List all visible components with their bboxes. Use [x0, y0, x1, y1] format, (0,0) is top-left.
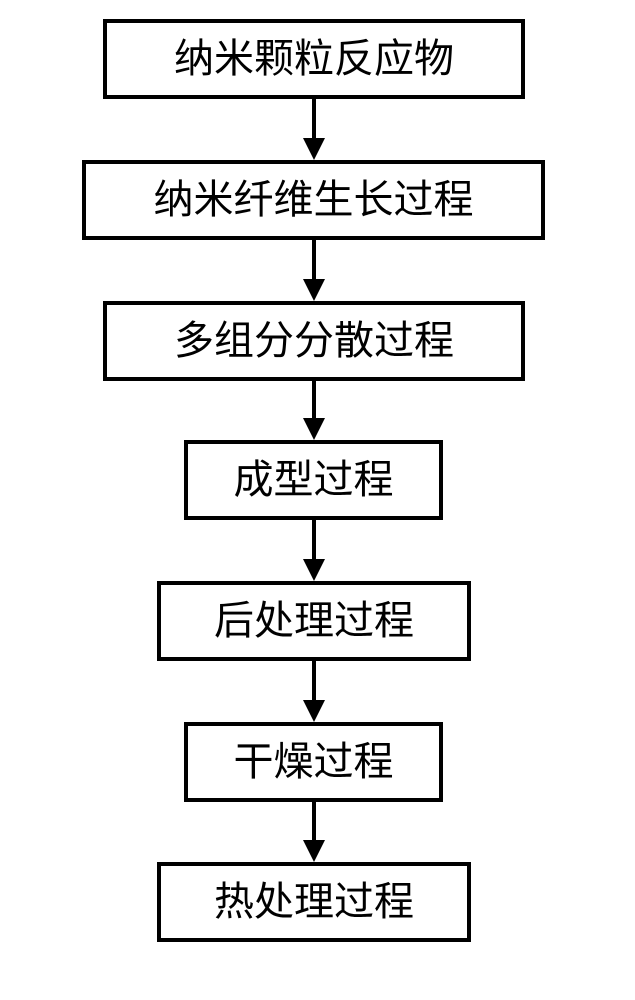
- flow-node-2-label: 纳米纤维生长过程: [154, 180, 474, 220]
- flow-node-1-label: 纳米颗粒反应物: [174, 39, 454, 79]
- flow-node-4: 成型过程: [184, 440, 443, 520]
- arrow-1-2-head: [303, 138, 325, 160]
- arrow-2-3-line: [312, 240, 316, 279]
- arrow-3-4-line: [312, 381, 316, 418]
- arrow-2-3-head: [303, 279, 325, 301]
- flow-node-2: 纳米纤维生长过程: [82, 160, 545, 240]
- flow-node-6: 干燥过程: [184, 722, 443, 802]
- arrow-5-6-line: [312, 661, 316, 700]
- flow-node-7: 热处理过程: [157, 862, 471, 942]
- arrow-6-7-line: [312, 802, 316, 840]
- flow-node-5: 后处理过程: [157, 581, 471, 661]
- arrow-6-7-head: [303, 840, 325, 862]
- flow-node-4-label: 成型过程: [234, 460, 394, 500]
- flow-node-1: 纳米颗粒反应物: [103, 19, 525, 99]
- arrow-4-5-line: [312, 520, 316, 559]
- arrow-5-6-head: [303, 700, 325, 722]
- flow-node-3: 多组分分散过程: [103, 301, 525, 381]
- flow-node-3-label: 多组分分散过程: [174, 321, 454, 361]
- arrow-4-5-head: [303, 559, 325, 581]
- arrow-1-2-line: [312, 99, 316, 138]
- flow-node-7-label: 热处理过程: [214, 882, 414, 922]
- arrow-3-4-head: [303, 418, 325, 440]
- flowchart-canvas: 纳米颗粒反应物 纳米纤维生长过程 多组分分散过程 成型过程 后处理过程 干燥过程…: [0, 0, 635, 1000]
- flow-node-6-label: 干燥过程: [234, 742, 394, 782]
- flow-node-5-label: 后处理过程: [214, 601, 414, 641]
